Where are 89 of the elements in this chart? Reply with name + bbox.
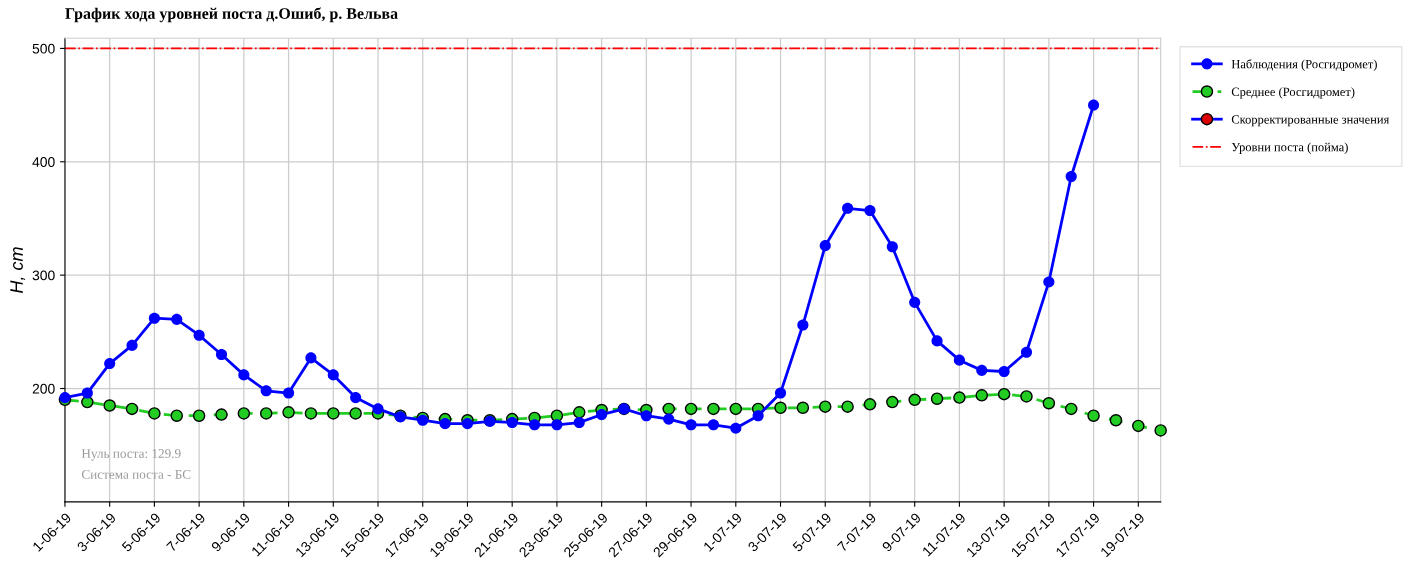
point [998,365,1010,378]
annotation: Нуль поста: 129.9 [81,449,181,461]
legend-label: Среднее (Росгидромет) [1231,87,1355,99]
point [797,319,809,331]
point [864,204,876,217]
y-tick-label: 500 [32,43,55,54]
point [1154,424,1167,437]
y-axis-title: H, cm [10,247,26,294]
point [104,358,116,370]
point [663,413,675,425]
point [1088,99,1100,111]
y-tick-label: 300 [32,270,55,281]
point [997,387,1011,401]
point [707,419,719,431]
point [685,419,697,431]
chart-title: График хода уровней поста д.Ошиб, р. Вельва [65,7,398,23]
point [684,402,698,416]
point [125,402,139,416]
point [192,409,206,422]
point [350,392,362,404]
point [215,408,228,421]
point [1020,390,1033,403]
point [1043,276,1055,288]
point [886,395,899,409]
point [1020,346,1033,358]
point [506,416,518,429]
point [1087,409,1100,422]
point [551,419,563,431]
legend-label: Уровни поста (пойма) [1231,142,1348,154]
point [327,407,340,420]
point [953,391,966,404]
point [931,335,943,347]
point [282,406,295,419]
point [1065,170,1077,183]
point [976,364,988,376]
legend-label: Скорректированные значения [1231,115,1390,127]
point [1109,413,1123,427]
point [148,407,161,420]
point [730,422,742,434]
point [930,392,944,405]
point [283,387,295,399]
point [215,348,228,361]
point [953,354,965,366]
point [752,410,764,422]
point [707,402,720,416]
point [305,352,317,364]
point [126,339,138,351]
point [461,418,474,430]
y-tick-label: 200 [32,383,55,394]
point [975,389,989,402]
point [259,407,273,420]
point [528,419,541,431]
point [573,416,585,429]
point [260,385,272,397]
point [908,393,921,407]
point [662,402,675,416]
point [237,407,251,420]
point [148,312,160,324]
point [842,202,854,214]
point [796,401,810,415]
point [193,329,205,341]
point [573,406,586,419]
point [304,407,318,420]
point [103,399,116,412]
point [1132,419,1145,433]
point [774,387,787,399]
point [81,387,93,399]
point [327,369,339,381]
point [841,400,854,413]
point [886,241,898,253]
point [640,410,652,422]
point [774,401,787,415]
point [863,398,877,411]
point [909,296,921,308]
point [170,409,184,422]
y-tick-label: 400 [32,157,55,167]
point [171,313,183,325]
point [238,369,250,381]
point [349,407,362,420]
annotation: Система поста - БС [81,469,191,479]
point [1064,402,1078,416]
point [596,409,608,421]
point [819,240,831,252]
point [818,400,832,413]
legend-label: Наблюдения (Росгидромет) [1231,59,1377,71]
point [729,402,743,416]
point [372,403,384,415]
point [1042,396,1056,410]
point [439,418,451,430]
